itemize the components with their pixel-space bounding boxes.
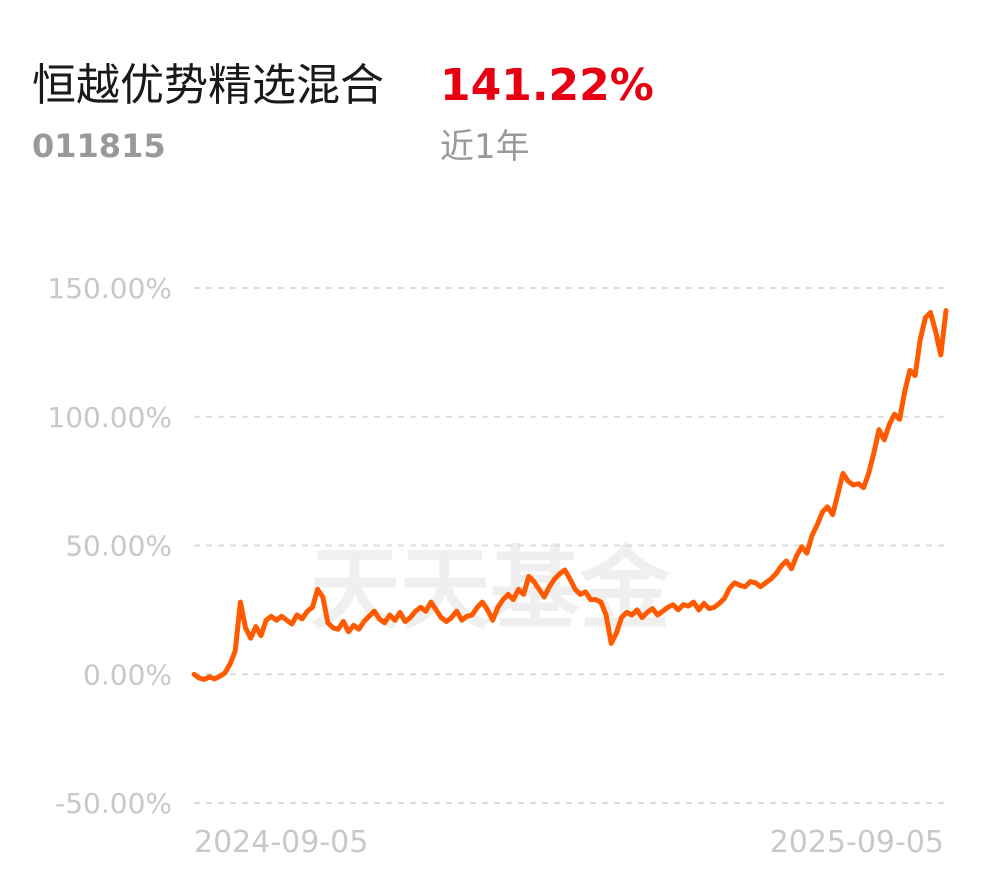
fund-code: 011815	[32, 127, 166, 165]
x-axis-ticks: 2024-09-05 2025-09-05	[194, 825, 944, 860]
y-tick-label: -50.00%	[55, 787, 172, 820]
watermark-text: 天天基金	[310, 537, 671, 642]
performance-chart[interactable]: 天天基金 150.00% 100.00% 50.00% 0.00% -50.00% 20…	[0, 230, 990, 878]
x-tick-label: 2025-09-05	[770, 825, 944, 860]
y-tick-label: 100.00%	[47, 401, 172, 434]
series-line	[191, 308, 949, 682]
period-label[interactable]: 近1年	[440, 127, 530, 167]
chart-svg: 天天基金 150.00% 100.00% 50.00% 0.00% -50.00% 20…	[47, 272, 949, 860]
y-tick-label: 150.00%	[47, 272, 172, 305]
y-tick-label: 50.00%	[65, 530, 172, 563]
series-layer	[191, 308, 949, 682]
return-value: 141.22%	[440, 60, 654, 111]
grid-layer	[194, 287, 944, 804]
fund-name: 恒越优势精选混合	[32, 60, 384, 111]
y-tick-label: 0.00%	[83, 658, 172, 691]
x-tick-label: 2024-09-05	[194, 825, 368, 860]
y-axis-ticks: 150.00% 100.00% 50.00% 0.00% -50.00%	[47, 272, 172, 820]
fund-header: 恒越优势精选混合 141.22% 011815 近1年	[0, 0, 990, 180]
